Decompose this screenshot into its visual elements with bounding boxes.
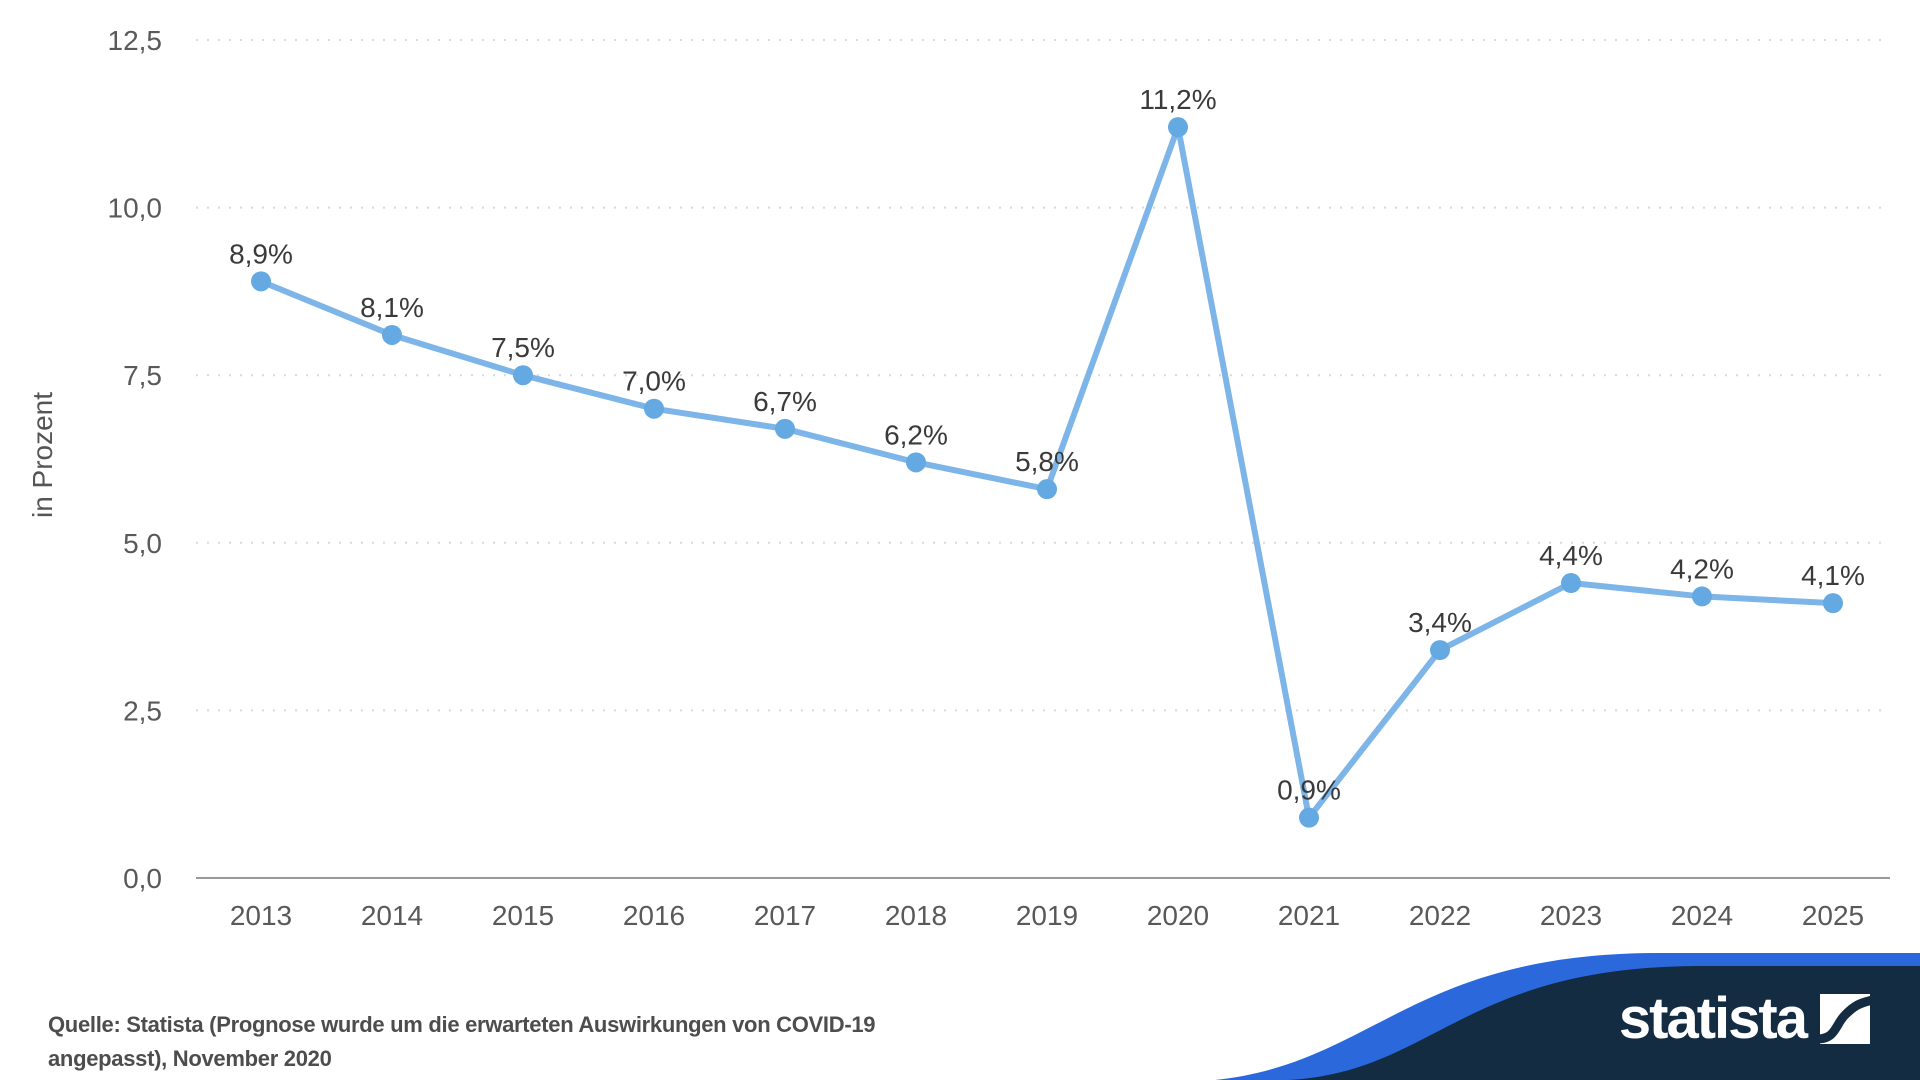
x-tick-label-2025: 2025 <box>1802 900 1864 931</box>
y-axis-title: in Prozent <box>27 392 58 518</box>
x-tick-label-2023: 2023 <box>1540 900 1602 931</box>
statista-logo-icon <box>1820 994 1870 1044</box>
data-label-2016: 7,0% <box>622 366 686 397</box>
source-note: Quelle: Statista (Prognose wurde um die … <box>48 1008 948 1076</box>
data-label-2023: 4,4% <box>1539 540 1603 571</box>
data-point-2016[interactable] <box>644 398 664 419</box>
data-point-2021[interactable] <box>1299 807 1319 828</box>
data-label-2020: 11,2% <box>1139 84 1216 115</box>
data-label-2017: 6,7% <box>753 386 817 417</box>
data-label-2015: 7,5% <box>491 332 555 363</box>
x-tick-label-2013: 2013 <box>230 900 292 931</box>
data-point-2019[interactable] <box>1037 479 1057 500</box>
x-tick-label-2017: 2017 <box>754 900 816 931</box>
x-tick-label-2015: 2015 <box>492 900 554 931</box>
data-point-2014[interactable] <box>382 324 402 345</box>
data-point-2013[interactable] <box>251 271 271 292</box>
statista-logo-text: statista <box>1618 986 1808 1051</box>
data-label-2022: 3,4% <box>1408 607 1472 638</box>
data-point-2023[interactable] <box>1561 573 1581 594</box>
y-tick-label: 12,5 <box>108 25 163 56</box>
data-point-2024[interactable] <box>1692 586 1712 607</box>
y-tick-label: 7,5 <box>123 360 162 391</box>
x-tick-label-2018: 2018 <box>885 900 947 931</box>
data-point-2015[interactable] <box>513 365 533 386</box>
y-tick-label: 0,0 <box>123 863 162 894</box>
x-tick-label-2024: 2024 <box>1671 900 1733 931</box>
data-label-2025: 4,1% <box>1801 560 1865 591</box>
statista-logo[interactable]: statista <box>1619 990 1870 1048</box>
x-tick-label-2022: 2022 <box>1409 900 1471 931</box>
y-tick-label: 2,5 <box>123 695 162 726</box>
data-label-2024: 4,2% <box>1670 553 1734 584</box>
y-tick-label: 5,0 <box>123 528 162 559</box>
data-point-2017[interactable] <box>775 418 795 439</box>
x-tick-label-2016: 2016 <box>623 900 685 931</box>
x-tick-label-2019: 2019 <box>1016 900 1078 931</box>
y-tick-label: 10,0 <box>108 193 163 224</box>
data-label-2021: 0,9% <box>1277 775 1341 806</box>
data-point-2025[interactable] <box>1823 593 1843 614</box>
data-point-2018[interactable] <box>906 452 926 473</box>
data-point-2022[interactable] <box>1430 640 1450 661</box>
data-label-2013: 8,9% <box>229 238 293 269</box>
source-note-line2: angepasst), November 2020 <box>48 1046 332 1071</box>
x-tick-label-2014: 2014 <box>361 900 423 931</box>
footer-wave-navy-area <box>1288 966 1920 1080</box>
data-label-2018: 6,2% <box>884 419 948 450</box>
x-tick-label-2020: 2020 <box>1147 900 1209 931</box>
footer-wave <box>1215 953 1920 1080</box>
line-chart: 0,0 2,5 5,0 7,5 10,0 12,5 in Prozent 2013 2014 20… <box>27 25 1890 931</box>
source-note-line1: Quelle: Statista (Prognose wurde um die … <box>48 1012 876 1037</box>
data-label-2014: 8,1% <box>360 292 424 323</box>
x-tick-label-2021: 2021 <box>1278 900 1340 931</box>
data-point-2020[interactable] <box>1168 117 1188 138</box>
data-label-2019: 5,8% <box>1015 446 1079 477</box>
